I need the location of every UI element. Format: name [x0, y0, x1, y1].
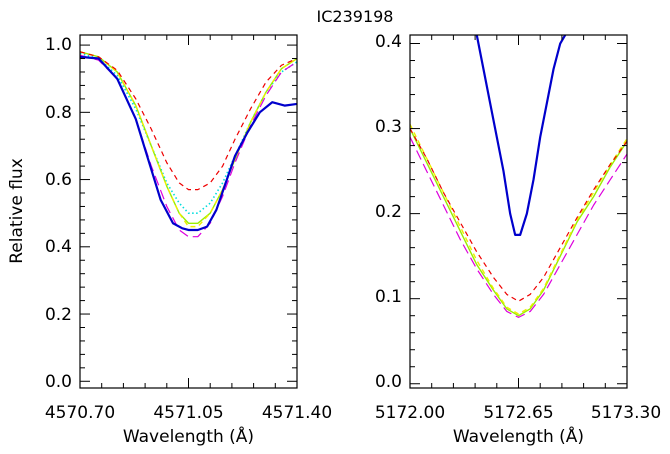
panel-left-y-tick-label: 0.6: [45, 170, 72, 190]
panel-right-series-line-longdash: [410, 136, 627, 318]
panel-left-ticks: [79, 35, 298, 388]
panel-right-x-tick-label: 5173.30: [591, 403, 661, 423]
panel-right-series-line-solid: [475, 35, 567, 236]
panel-right-series-line-dashed: [410, 124, 627, 315]
panel-right-frame: [409, 34, 628, 389]
panel-left-y-tick-label: 0.0: [45, 372, 72, 392]
panel-right-y-tick-label: 0.1: [375, 287, 402, 307]
panel-right-series: [410, 35, 627, 318]
panel-left-x-tick-label: 4570.70: [45, 403, 115, 423]
panel-right-ticks: [409, 35, 628, 388]
panel-left-x-axis-label: Wavelength (Å): [123, 425, 254, 447]
panel-right-x-tick-label: 5172.00: [375, 403, 445, 423]
panel-right-y-tick-label: 0.4: [375, 32, 402, 52]
panel-left-x-tick-label: 4571.40: [262, 403, 332, 423]
panel-left-x-tick-label: 4571.05: [153, 403, 223, 423]
panel-left-y-tick-label: 0.4: [45, 237, 72, 257]
panel-right-y-tick-label: 0.0: [375, 372, 402, 392]
panel-left-y-tick-label: 1.0: [45, 35, 72, 55]
panel-left-series: [80, 51, 297, 238]
panel-left-series-line-longdash: [80, 54, 297, 238]
panel-left-series-line-solid: [80, 51, 297, 224]
panel-left-y-tick-label: 0.8: [45, 103, 72, 123]
panel-left-series-line-dashed: [80, 51, 297, 228]
figure-title: IC239198: [317, 7, 394, 26]
panel-right-series-line-dashed: [410, 128, 627, 302]
panel-right: 5172.00 5172.65 5173.30 0.0 0.1 0.2 0.3 …: [375, 32, 661, 447]
panel-right-y-tick-label: 0.3: [375, 117, 402, 137]
panel-left-frame: [79, 34, 298, 389]
panel-left-y-tick-label: 0.2: [45, 305, 72, 325]
panel-right-x-axis-label: Wavelength (Å): [453, 425, 584, 447]
panel-right-x-tick-label: 5172.65: [483, 403, 553, 423]
panel-right-series-line-solid: [410, 128, 627, 317]
panel-right-y-tick-label: 0.2: [375, 202, 402, 222]
panel-left-y-axis-label: Relative flux: [7, 158, 27, 264]
panel-left: 4570.70 4571.05 4571.40 0.0 0.2 0.4 0.6 …: [7, 34, 332, 447]
panel-left-series-line-solid: [80, 55, 297, 232]
